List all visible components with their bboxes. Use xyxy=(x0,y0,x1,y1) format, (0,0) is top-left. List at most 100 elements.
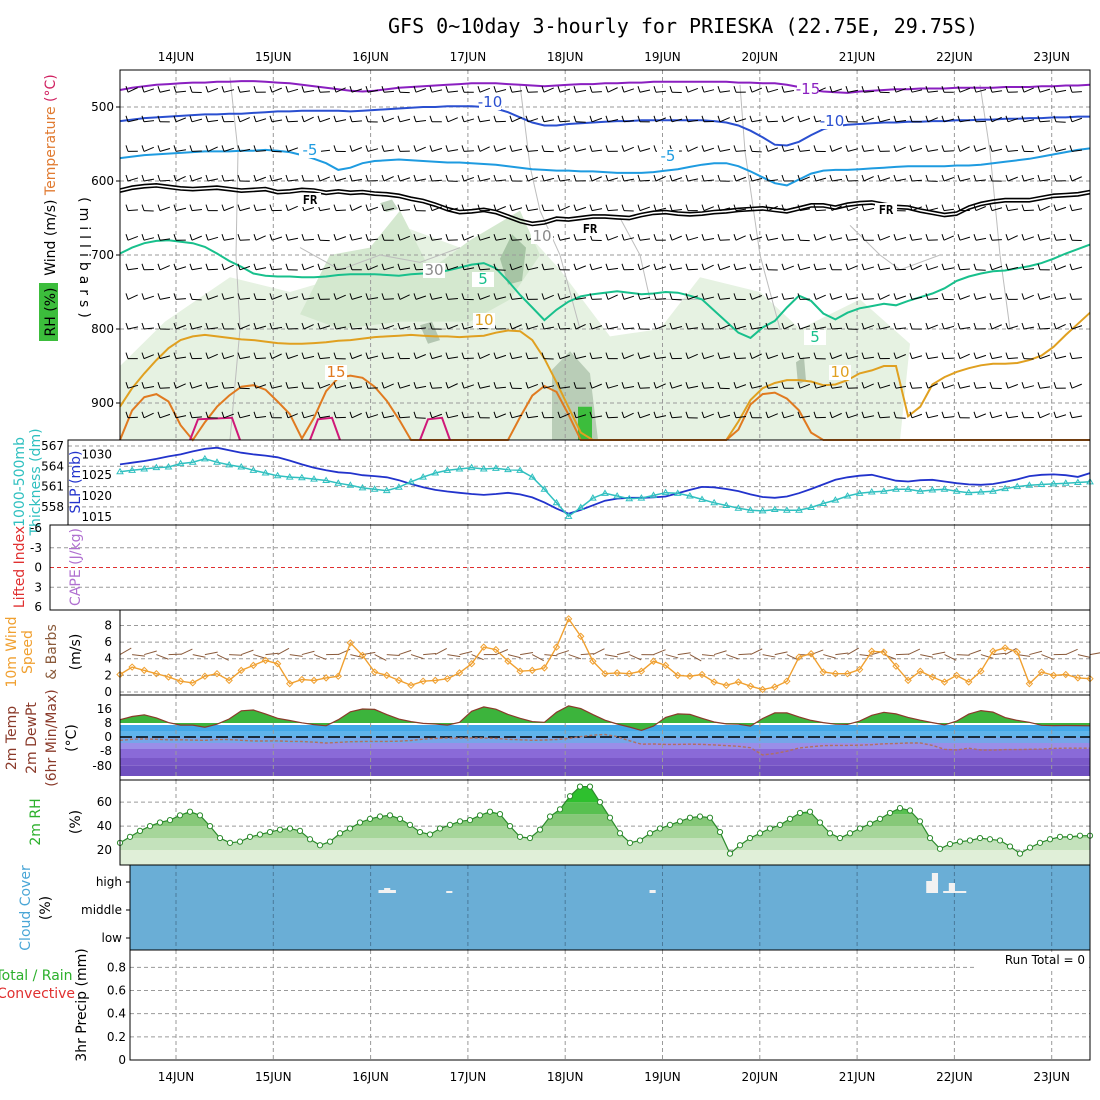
wind10m-marker xyxy=(298,675,306,684)
wind-barb-tick xyxy=(141,204,145,211)
wind-barb-tick xyxy=(1037,411,1041,418)
wind-barb-tick xyxy=(621,322,625,330)
wind-barb xyxy=(927,324,939,330)
temp2m-ylabel: 2m DewPt xyxy=(24,702,40,774)
wind-barb-tick xyxy=(781,352,785,359)
bottom-day-label: 19JUN xyxy=(644,1070,681,1084)
wind-barb xyxy=(975,237,987,241)
wind10m-marker xyxy=(965,678,973,686)
wind-barb-tick xyxy=(445,86,449,93)
wind-barb xyxy=(623,120,635,123)
wind-barb xyxy=(703,238,715,241)
wind10m-barb xyxy=(920,654,934,658)
wind-barb xyxy=(303,297,315,300)
wind-barb xyxy=(719,324,730,330)
wind-barb-tick xyxy=(157,322,161,330)
wind-barb-tick xyxy=(541,174,545,182)
wind10m-marker xyxy=(564,615,573,623)
wind-barb-tick xyxy=(749,86,753,93)
thickness-marker xyxy=(795,506,803,513)
wind-barb-tick xyxy=(621,352,625,359)
wind-barb-tick xyxy=(717,234,721,241)
wind-barb xyxy=(1055,238,1066,241)
wind-barb xyxy=(463,118,475,123)
wind-barb xyxy=(559,296,571,300)
wind-barb-tick xyxy=(381,322,385,330)
wind-barb-tick xyxy=(301,322,305,330)
wind-barb-tick xyxy=(877,352,881,359)
rh-marker xyxy=(966,837,974,844)
wind-barb-tick xyxy=(173,86,177,93)
wind10m-barb xyxy=(301,650,315,656)
wind-barb-tick xyxy=(493,115,497,122)
wind-barb-tick xyxy=(909,145,913,152)
wind-barb-tick xyxy=(749,234,753,241)
thickness-marker xyxy=(625,494,634,502)
contour-label-bg xyxy=(423,263,445,278)
wind-barb-tick xyxy=(381,115,385,122)
wind-barb-tick xyxy=(1053,115,1057,122)
rh-marker xyxy=(166,817,174,824)
wind-barb-tick xyxy=(237,234,241,241)
wind-barb xyxy=(895,88,907,93)
wind-barb xyxy=(863,356,875,360)
wind-barb xyxy=(847,206,859,212)
wind-barb xyxy=(959,353,970,360)
wind-barb xyxy=(639,355,651,360)
wind-barb-tick xyxy=(253,86,257,93)
wind10m-barb xyxy=(1077,654,1091,658)
wind-barb xyxy=(383,207,395,212)
wind-barb xyxy=(1007,266,1019,271)
wind-barb xyxy=(239,324,250,330)
wind-barb-tick xyxy=(349,352,353,359)
wind-barb xyxy=(127,177,139,182)
wind-barb-tick xyxy=(557,234,561,241)
wind-barb xyxy=(319,117,331,123)
wind10m-marker xyxy=(613,669,621,677)
wind-barb-tick xyxy=(541,352,545,359)
wind-barb-tick xyxy=(125,234,129,241)
wind-barb-tick xyxy=(541,86,545,93)
wind-barb-tick xyxy=(1021,411,1025,418)
wind-barb xyxy=(495,179,507,182)
wind-barb-tick xyxy=(685,115,689,122)
wind-barb xyxy=(431,89,443,93)
wind-barb xyxy=(575,89,587,93)
rh-marker xyxy=(576,783,584,790)
wind-barb xyxy=(175,356,187,360)
rh-marker xyxy=(196,812,204,819)
wind10m-marker xyxy=(674,671,682,680)
wind-barb xyxy=(511,239,522,241)
wind10m-barb xyxy=(653,649,666,656)
wind-barb-tick xyxy=(1053,411,1057,418)
wind-barb xyxy=(463,325,475,330)
wind-barb-tick xyxy=(605,86,609,93)
wind-barb-tick xyxy=(1005,115,1009,122)
wind-barb-tick xyxy=(749,263,753,270)
wind-barb-tick xyxy=(733,234,737,241)
wind-barb-tick xyxy=(589,352,593,359)
wind-barb xyxy=(735,416,747,419)
wind-barb-tick xyxy=(525,352,529,359)
wind-barb-tick xyxy=(429,382,433,389)
wind-barb xyxy=(319,415,331,419)
wind-barb-tick xyxy=(1021,382,1025,389)
wind-barb-tick xyxy=(205,174,209,182)
wind-barb-tick xyxy=(381,204,385,211)
wind-barb-tick xyxy=(861,174,865,182)
wind-barb xyxy=(1039,386,1051,389)
wind-barb-tick xyxy=(285,411,289,418)
temperature-contour-20 xyxy=(309,416,341,441)
wind-barb-tick xyxy=(285,204,289,211)
wind-barb xyxy=(143,178,155,182)
wind-barb-tick xyxy=(189,86,193,93)
wind-barb xyxy=(767,354,779,360)
wind-barb xyxy=(1023,294,1034,300)
wind-barb-tick xyxy=(701,263,705,270)
wind-barb-tick xyxy=(173,174,177,182)
rh-marker xyxy=(736,842,744,849)
wind-barb xyxy=(831,412,842,419)
wind-barb-tick xyxy=(941,322,945,330)
wind-barb-tick xyxy=(477,352,481,359)
wind10m-marker xyxy=(1037,668,1046,676)
